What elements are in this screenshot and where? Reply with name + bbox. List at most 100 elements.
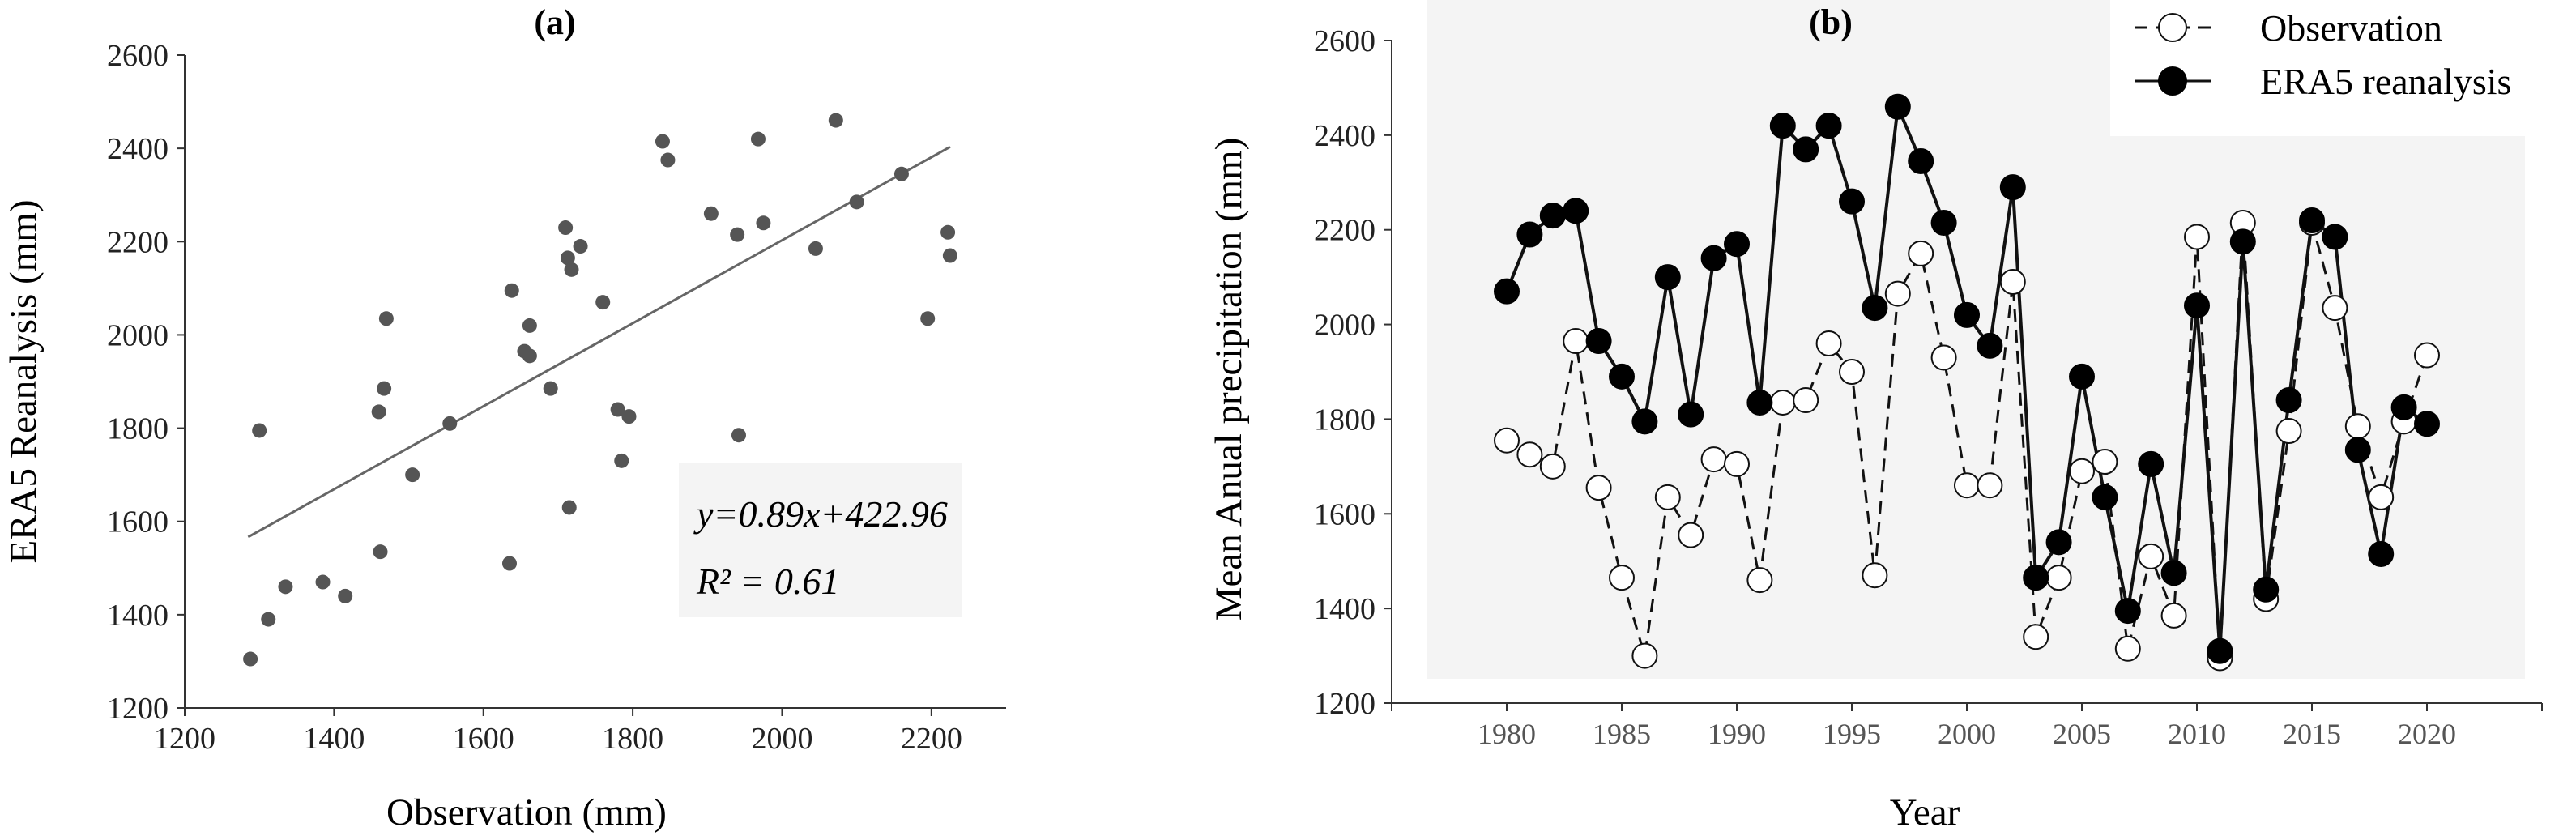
y-tick-label: 1400 <box>1314 592 1375 626</box>
scatter-point <box>920 311 936 326</box>
era5-point <box>1609 363 1635 390</box>
x-tick-label: 1995 <box>1823 718 1881 750</box>
scatter-point <box>442 416 458 431</box>
era5-point <box>1539 203 1566 229</box>
observation-point <box>1563 328 1589 355</box>
panel-b-y-ticks: 1200 1400 1600 1800 2000 2200 2400 2600 <box>1314 24 1392 721</box>
legend-box <box>2110 0 2576 136</box>
observation-point <box>2045 565 2072 591</box>
x-tick-label: 1980 <box>1478 718 1536 750</box>
era5-point <box>1563 198 1589 224</box>
observation-point <box>2414 342 2440 369</box>
era5-point <box>1700 245 1727 271</box>
observation-point <box>2069 458 2095 484</box>
observation-point <box>1884 280 1911 307</box>
scatter-point <box>614 453 629 468</box>
x-tick-label: 1400 <box>303 722 365 756</box>
y-tick-label: 1600 <box>107 505 168 539</box>
x-tick-label: 2200 <box>901 722 962 756</box>
observation-point <box>2023 624 2049 650</box>
equation-background <box>679 463 962 617</box>
observation-point <box>1724 450 1750 477</box>
scatter-point <box>621 409 637 424</box>
observation-point <box>1930 344 1957 371</box>
observation-point <box>1908 240 1934 266</box>
era5-point <box>2322 224 2348 250</box>
scatter-point <box>560 250 575 266</box>
y-tick-label: 2400 <box>1314 119 1375 153</box>
scatter-point <box>501 556 517 571</box>
era5-point <box>1746 389 1773 416</box>
scatter-point <box>756 215 771 231</box>
y-tick-label: 1800 <box>1314 403 1375 437</box>
panel-b-title: (b) <box>1809 2 1853 42</box>
scatter-point <box>750 131 766 147</box>
x-tick-label: 1985 <box>1593 718 1651 750</box>
scatter-point <box>252 423 267 438</box>
y-tick-label: 1200 <box>1314 687 1375 721</box>
panel-b-series <box>1494 93 2440 672</box>
era5-point <box>1839 188 1865 215</box>
observation-point <box>2322 295 2348 322</box>
scatter-point <box>373 544 388 560</box>
observation-point <box>1678 522 1704 548</box>
y-tick-label: 2600 <box>107 39 168 73</box>
observation-point <box>1654 484 1681 510</box>
era5-point <box>2229 228 2256 255</box>
scatter-point <box>558 220 574 236</box>
observation-point <box>1631 642 1658 669</box>
y-tick-label: 2600 <box>1314 24 1375 58</box>
scatter-point <box>564 262 579 277</box>
observation-point <box>1839 359 1865 385</box>
era5-point <box>1954 301 1980 328</box>
x-tick-label: 2010 <box>2168 718 2226 750</box>
scatter-point <box>315 574 331 590</box>
scatter-point <box>543 381 558 396</box>
era5-point <box>2045 529 2072 556</box>
observation-point <box>1769 389 1796 416</box>
era5-point <box>1678 401 1704 428</box>
era5-point <box>1793 136 1819 163</box>
observation-point <box>1494 427 1520 454</box>
era5-point <box>1908 147 1934 174</box>
legend-era5-label: ERA5 reanalysis <box>2260 61 2511 102</box>
legend: Observation ERA5 reanalysis <box>2135 7 2511 102</box>
panel-a-x-label: Observation (mm) <box>386 791 667 834</box>
observation-point <box>1793 387 1819 414</box>
era5-point <box>1654 264 1681 291</box>
observation-point <box>2275 418 2302 445</box>
era5-point <box>2207 637 2233 664</box>
scatter-point <box>561 500 577 515</box>
observation-point <box>2092 449 2118 475</box>
observation-point <box>1999 268 2026 295</box>
era5-point <box>2160 560 2187 586</box>
era5-point <box>2023 565 2049 591</box>
panel-b-x-ticks: 1980 1985 1990 1995 2000 2005 2010 2015 2020 <box>1391 703 2543 750</box>
scatter-point <box>371 404 386 420</box>
scatter-point <box>828 113 843 128</box>
era5-point <box>1815 113 1842 139</box>
era5-point <box>2092 484 2118 510</box>
panel-a-x-ticks: 1200 1400 1600 1800 2000 2200 <box>154 708 962 756</box>
scatter-point <box>504 283 519 298</box>
era5-point <box>2344 437 2371 463</box>
x-tick-label: 2000 <box>1938 718 1996 750</box>
era5-point <box>2299 207 2325 234</box>
era5-point <box>2114 598 2141 625</box>
era5-point <box>2184 292 2210 319</box>
observation-point <box>2368 484 2395 510</box>
observation-point <box>2114 635 2141 662</box>
x-tick-label: 1600 <box>453 722 514 756</box>
panel-b-y-label: Mean Anual precipitation (mm) <box>1208 138 1250 620</box>
era5-point <box>1977 332 2003 359</box>
scatter-point <box>338 588 353 603</box>
legend-era5-marker <box>2158 66 2187 96</box>
scatter-point <box>243 651 258 667</box>
y-tick-label: 2000 <box>107 318 168 352</box>
observation-point <box>1539 453 1566 480</box>
observation-point <box>2160 602 2187 629</box>
y-tick-label: 2400 <box>107 132 168 166</box>
observation-point <box>1516 441 1543 468</box>
legend-observation-label: Observation <box>2260 7 2442 49</box>
y-tick-label: 2000 <box>1314 309 1375 343</box>
